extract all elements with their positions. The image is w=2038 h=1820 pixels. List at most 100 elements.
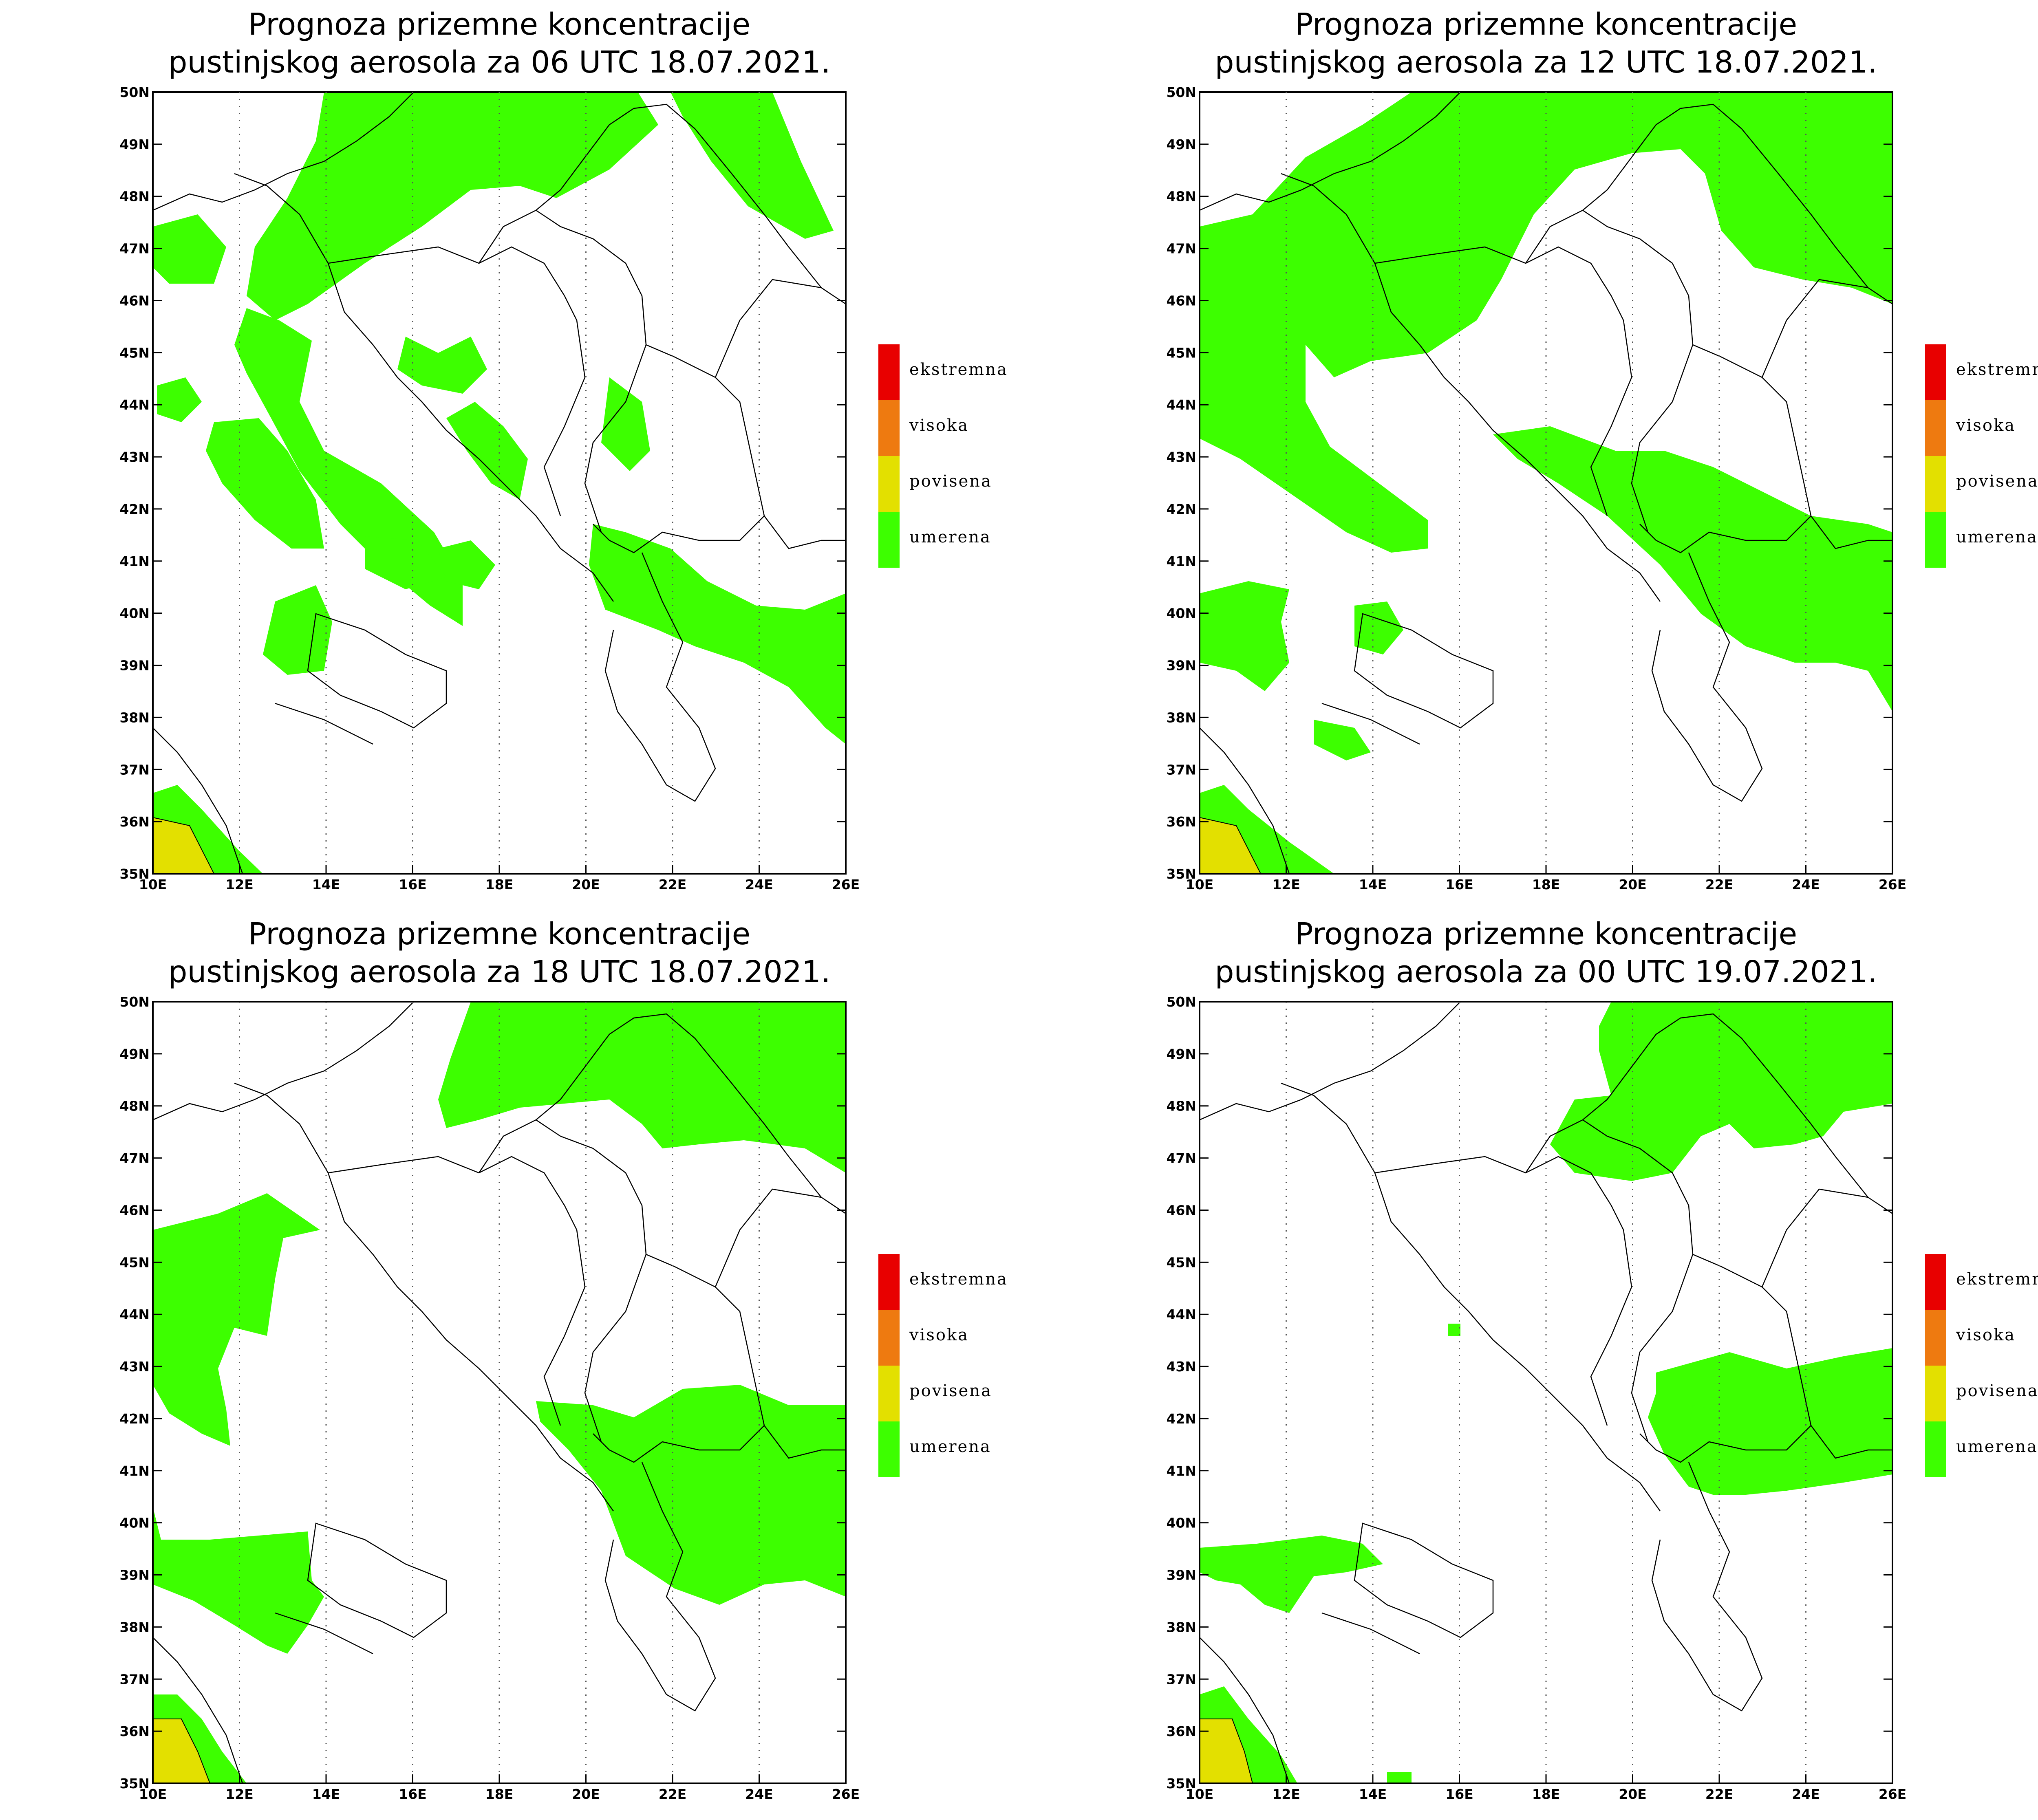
lat-tick-label: 43N bbox=[119, 1359, 150, 1375]
lon-tick-label: 16E bbox=[399, 1786, 426, 1802]
lat-tick-label: 35N bbox=[1166, 866, 1196, 882]
lat-tick-label: 47N bbox=[1166, 1150, 1196, 1166]
country-borders bbox=[153, 1002, 846, 1783]
aerosol-umerena-area bbox=[1314, 720, 1371, 760]
aerosol-umerena-area bbox=[671, 92, 834, 239]
aerosol-areas bbox=[153, 1002, 846, 1783]
aerosol-umerena-area bbox=[536, 1385, 846, 1605]
border-line bbox=[1200, 1002, 1461, 1121]
lon-tick-label: 16E bbox=[399, 877, 426, 892]
lat-tick-label: 39N bbox=[119, 658, 150, 674]
border-line bbox=[328, 246, 586, 516]
aerosol-umerena-area bbox=[397, 337, 487, 394]
lat-tick-label: 36N bbox=[119, 1723, 150, 1739]
border-line bbox=[1651, 1462, 1763, 1712]
lon-tick-label: 10E bbox=[1186, 877, 1213, 892]
border-line bbox=[1374, 246, 1632, 516]
border-line bbox=[1354, 613, 1494, 729]
border-line bbox=[153, 92, 414, 211]
legend-swatch bbox=[878, 1310, 900, 1366]
aerosol-umerena-area bbox=[1550, 1002, 1892, 1181]
lat-tick-label: 48N bbox=[119, 189, 150, 205]
aerosol-umerena-area bbox=[206, 418, 324, 549]
legend: ekstremna visoka povisena umerena bbox=[1925, 1254, 2038, 1477]
country-borders bbox=[153, 92, 846, 874]
lat-tick-label: 38N bbox=[119, 709, 150, 725]
aerosol-umerena-area bbox=[365, 536, 446, 589]
aerosol-povisena-area bbox=[1200, 817, 1262, 874]
lat-tick-label: 37N bbox=[119, 762, 150, 778]
legend-label: umerena bbox=[909, 528, 991, 546]
legend-label: povisena bbox=[909, 1382, 992, 1400]
lon-tick-label: 12E bbox=[1272, 1786, 1300, 1802]
border-line bbox=[1651, 552, 1763, 802]
border-line bbox=[1200, 92, 1461, 211]
legend-swatch bbox=[878, 400, 900, 456]
aerosol-umerena-area bbox=[247, 92, 658, 320]
aerosol-umerena-area bbox=[438, 1002, 846, 1173]
lat-tick-label: 40N bbox=[119, 606, 150, 621]
legend-label: povisena bbox=[1956, 472, 2038, 491]
lat-tick-label: 50N bbox=[119, 994, 150, 1010]
border-line bbox=[478, 1013, 695, 1173]
aerosol-umerena-area bbox=[1200, 581, 1289, 691]
lat-tick-label: 37N bbox=[1166, 762, 1196, 778]
aerosol-umerena-area bbox=[157, 377, 202, 422]
lon-tick-label: 18E bbox=[1532, 877, 1560, 892]
aerosol-povisena-area bbox=[153, 1719, 211, 1783]
lat-tick-label: 37N bbox=[1166, 1671, 1196, 1687]
border-line bbox=[1811, 516, 1892, 549]
panel-title-line2: pustinjskog aerosola za 06 UTC 18.07.202… bbox=[168, 45, 830, 80]
lat-tick-label: 41N bbox=[119, 553, 150, 569]
lon-tick-label: 24E bbox=[745, 1786, 773, 1802]
lat-tick-label: 45N bbox=[1166, 345, 1196, 361]
lon-tick-label: 22E bbox=[659, 877, 686, 892]
legend-label: ekstremna bbox=[909, 1270, 1008, 1289]
map-panel-00: Prognoza prizemne koncentracije pustinjs… bbox=[1166, 917, 1906, 1802]
panel-title-line1: Prognoza prizemne koncentracije bbox=[248, 7, 750, 42]
lon-tick-label: 18E bbox=[485, 877, 513, 892]
lat-tick-label: 49N bbox=[119, 1046, 150, 1062]
legend-swatch bbox=[878, 1366, 900, 1421]
border-line bbox=[153, 727, 243, 874]
border-line bbox=[1200, 727, 1290, 874]
panel-title-line1: Prognoza prizemne koncentracije bbox=[1295, 7, 1797, 42]
aerosol-umerena-area bbox=[1795, 1034, 1892, 1075]
border-line bbox=[328, 1156, 586, 1426]
lat-tick-label: 39N bbox=[1166, 658, 1196, 674]
legend-label: umerena bbox=[1956, 1437, 2038, 1456]
lat-tick-label: 50N bbox=[119, 84, 150, 100]
border-line bbox=[1354, 1523, 1494, 1638]
lat-tick-label: 36N bbox=[1166, 814, 1196, 830]
lon-tick-label: 14E bbox=[1359, 877, 1387, 892]
legend-swatch bbox=[878, 344, 900, 400]
lon-tick-label: 12E bbox=[225, 1786, 253, 1802]
lon-tick-label: 20E bbox=[572, 1786, 600, 1802]
lon-tick-label: 14E bbox=[312, 877, 340, 892]
country-borders bbox=[1200, 92, 1892, 874]
axis-labels: 10E 12E 14E 16E 18E 20E 22E 24E 26E 35N 36N 37N 38N 3… bbox=[1166, 994, 1906, 1802]
border-line bbox=[307, 613, 447, 729]
legend-label: ekstremna bbox=[1956, 360, 2038, 379]
border-line bbox=[1631, 1254, 1694, 1442]
aerosol-umerena-area bbox=[1354, 602, 1403, 654]
axis-labels: 10E 12E 14E 16E 18E 20E 22E 24E 26E 35N 36N 37N 38N 3… bbox=[119, 84, 860, 892]
lat-tick-label: 35N bbox=[1166, 1776, 1196, 1791]
aerosol-umerena-area bbox=[589, 524, 846, 744]
aerosol-areas bbox=[1200, 92, 1892, 874]
lat-tick-label: 48N bbox=[1166, 189, 1196, 205]
lat-tick-label: 38N bbox=[1166, 709, 1196, 725]
border-line bbox=[1281, 1082, 1661, 1512]
lon-tick-label: 26E bbox=[1879, 877, 1906, 892]
lon-tick-label: 22E bbox=[1705, 1786, 1733, 1802]
lat-tick-label: 48N bbox=[1166, 1098, 1196, 1114]
border-line bbox=[1525, 104, 1742, 264]
graticule bbox=[239, 92, 760, 874]
lat-tick-label: 47N bbox=[119, 241, 150, 257]
lat-tick-label: 48N bbox=[119, 1098, 150, 1114]
lat-tick-label: 40N bbox=[119, 1515, 150, 1531]
lat-tick-label: 49N bbox=[1166, 137, 1196, 152]
aerosol-umerena-area bbox=[601, 377, 650, 471]
lon-tick-label: 16E bbox=[1445, 1786, 1473, 1802]
